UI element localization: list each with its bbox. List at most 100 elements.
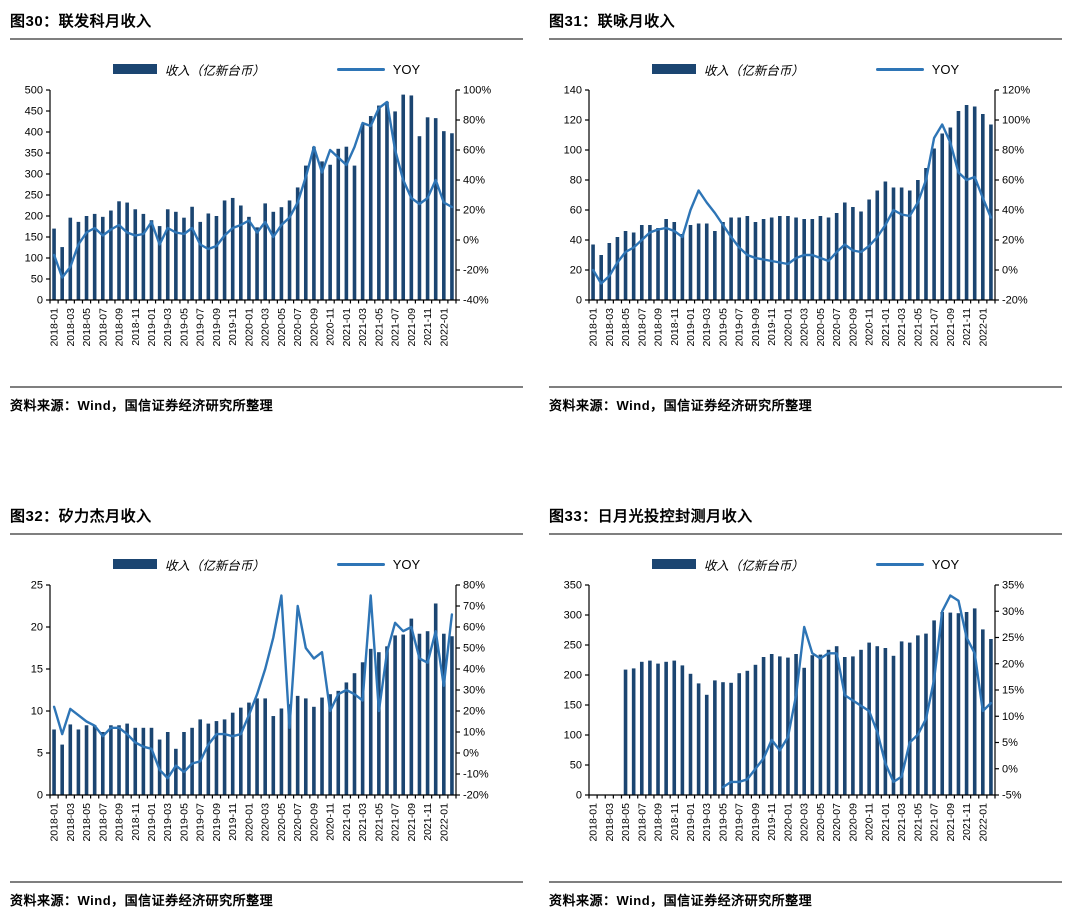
revenue-bar xyxy=(704,694,709,795)
revenue-bar xyxy=(109,210,113,300)
svg-text:25%: 25% xyxy=(1002,632,1024,644)
revenue-bar xyxy=(295,695,300,795)
revenue-bar xyxy=(328,164,332,300)
revenue-bar xyxy=(287,704,292,795)
svg-text:2018-09: 2018-09 xyxy=(114,308,126,347)
svg-text:2021-11: 2021-11 xyxy=(422,308,434,346)
svg-text:0: 0 xyxy=(576,295,582,307)
revenue-bar xyxy=(899,641,904,795)
revenue-bar xyxy=(745,670,750,795)
svg-text:250: 250 xyxy=(25,190,43,202)
svg-text:40%: 40% xyxy=(463,664,485,676)
figure-title: 图32：矽力杰月收入 xyxy=(10,505,523,535)
svg-text:60: 60 xyxy=(570,205,582,217)
svg-text:2022-01: 2022-01 xyxy=(977,308,989,347)
revenue-bar xyxy=(320,697,324,795)
revenue-bar xyxy=(948,127,953,300)
chart-canvas-fig32: 0 5 10 15 20 25 -20% -10% 0% 10% 20% 30% 40% 50% 60% 70… xyxy=(31,580,489,842)
svg-text:80%: 80% xyxy=(463,580,485,592)
revenue-bar xyxy=(932,620,936,795)
revenue-bar xyxy=(60,247,64,300)
revenue-bar xyxy=(117,725,121,795)
revenue-bar xyxy=(303,698,308,795)
svg-text:2019-11: 2019-11 xyxy=(227,803,239,841)
yoy-line xyxy=(52,594,454,780)
revenue-bar xyxy=(891,655,896,795)
svg-text:120%: 120% xyxy=(1002,85,1030,97)
svg-text:2021-09: 2021-09 xyxy=(406,803,418,842)
revenue-bar xyxy=(84,725,89,795)
svg-text:80%: 80% xyxy=(1002,145,1024,157)
svg-text:2019-01: 2019-01 xyxy=(685,308,697,347)
bar-swatch xyxy=(112,64,157,74)
revenue-bar xyxy=(92,725,97,795)
svg-text:0: 0 xyxy=(37,790,43,802)
revenue-bar xyxy=(433,603,438,795)
revenue-bar xyxy=(141,727,146,795)
revenue-bar xyxy=(680,234,685,300)
svg-text:2019-05: 2019-05 xyxy=(717,803,729,842)
svg-text:2021-11: 2021-11 xyxy=(961,308,973,346)
revenue-bar xyxy=(368,648,373,795)
svg-text:2020-11: 2020-11 xyxy=(864,803,876,841)
revenue-bar xyxy=(656,663,660,795)
svg-text:2019-11: 2019-11 xyxy=(227,308,239,346)
svg-text:2019-09: 2019-09 xyxy=(750,803,762,842)
svg-text:2018-11: 2018-11 xyxy=(130,308,142,346)
legend-item-yoy: YOY xyxy=(336,557,420,572)
revenue-bar xyxy=(401,634,406,795)
revenue-bar xyxy=(312,146,316,300)
revenue-bar xyxy=(336,148,341,300)
revenue-bar xyxy=(336,690,341,795)
revenue-bar xyxy=(133,727,138,795)
svg-text:0%: 0% xyxy=(1002,265,1018,277)
svg-text:2020-11: 2020-11 xyxy=(325,803,337,841)
svg-text:2019-09: 2019-09 xyxy=(211,803,223,842)
revenue-bar xyxy=(174,748,178,795)
revenue-bar xyxy=(834,646,839,795)
svg-text:2021-03: 2021-03 xyxy=(896,308,908,347)
revenue-bar xyxy=(623,231,628,300)
revenue-bar xyxy=(214,216,219,300)
revenue-bar xyxy=(818,654,823,795)
svg-text:2020-05: 2020-05 xyxy=(276,308,288,347)
revenue-bar xyxy=(76,221,81,300)
revenue-bar xyxy=(417,136,422,300)
svg-text:-20%: -20% xyxy=(463,790,489,802)
svg-text:20%: 20% xyxy=(463,205,485,217)
revenue-bar xyxy=(729,217,733,300)
revenue-bar xyxy=(182,732,186,795)
revenue-bar xyxy=(964,612,969,795)
svg-text:150: 150 xyxy=(564,700,582,712)
svg-text:2021-01: 2021-01 xyxy=(880,803,892,842)
svg-text:2020-03: 2020-03 xyxy=(799,308,811,347)
svg-text:2019-03: 2019-03 xyxy=(162,803,174,842)
revenue-bar xyxy=(190,206,194,300)
svg-text:2019-09: 2019-09 xyxy=(211,308,223,347)
revenue-bar xyxy=(859,649,863,795)
svg-text:40: 40 xyxy=(570,235,582,247)
revenue-bar xyxy=(450,636,454,795)
revenue-bar xyxy=(899,187,904,300)
svg-text:2020-05: 2020-05 xyxy=(276,803,288,842)
svg-text:30%: 30% xyxy=(463,685,485,697)
svg-text:2022-01: 2022-01 xyxy=(438,803,450,842)
revenue-bar xyxy=(255,698,259,795)
svg-text:2018-01: 2018-01 xyxy=(588,308,600,347)
svg-text:2018-11: 2018-11 xyxy=(130,803,142,841)
line-swatch xyxy=(875,562,924,566)
svg-text:2021-11: 2021-11 xyxy=(961,803,973,841)
svg-text:2020-03: 2020-03 xyxy=(799,803,811,842)
revenue-bar xyxy=(672,660,677,795)
revenue-bar xyxy=(842,657,847,795)
revenue-bar xyxy=(214,721,219,795)
revenue-bar xyxy=(239,707,243,795)
revenue-bar xyxy=(769,217,774,300)
svg-text:2018-03: 2018-03 xyxy=(65,803,77,842)
svg-text:2020-11: 2020-11 xyxy=(864,308,876,346)
revenue-bar xyxy=(263,203,267,300)
revenue-bar xyxy=(344,146,349,300)
svg-text:200: 200 xyxy=(25,211,43,223)
svg-text:100: 100 xyxy=(564,145,582,157)
revenue-bar xyxy=(401,94,406,301)
